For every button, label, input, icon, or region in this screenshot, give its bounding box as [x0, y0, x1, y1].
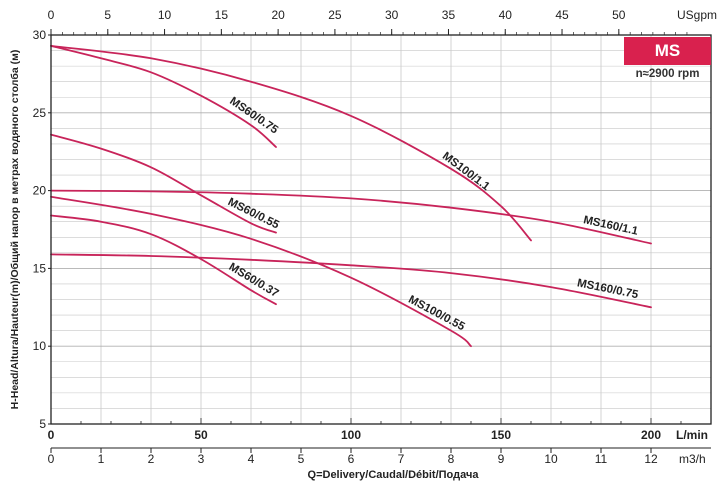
- usgpm-tick-label: 5: [104, 8, 111, 22]
- curve-ms100-1-1: [50, 45, 532, 242]
- m3h-tick-label: 5: [298, 452, 305, 466]
- usgpm-tick-label: 35: [442, 8, 456, 22]
- curve-label: MS100/1.1: [440, 150, 492, 193]
- usgpm-tick-label: 50: [612, 8, 626, 22]
- x-axis-title: Q=Delivery/Caudal/Débit/Подача: [308, 469, 480, 481]
- usgpm-tick-label: 10: [158, 8, 172, 22]
- m3h-tick-label: 8: [448, 452, 455, 466]
- m3h-tick-label: 0: [48, 452, 55, 466]
- curve-labels: MS60/0.75MS100/1.1MS160/1.1MS60/0.55MS10…: [226, 95, 640, 333]
- curve-ms60-0-55: [50, 133, 277, 234]
- m3h-tick-label: 7: [398, 452, 405, 466]
- m3h-tick-label: 1: [98, 452, 105, 466]
- y-tick-label: 25: [33, 106, 47, 120]
- curve-ms160-0-75: [50, 253, 652, 309]
- m3h-tick-label: 4: [248, 452, 255, 466]
- y-tick-label: 30: [33, 28, 47, 42]
- lmin-tick-label: 150: [491, 428, 511, 442]
- series-badge: MS: [624, 37, 711, 65]
- m3h-tick-label: 9: [498, 452, 505, 466]
- usgpm-tick-label: 25: [328, 8, 342, 22]
- curve-ms60-0-37: [50, 214, 277, 306]
- y-tick-label: 20: [33, 184, 47, 198]
- lmin-tick-label: 100: [341, 428, 361, 442]
- m3h-tick-label: 6: [348, 452, 355, 466]
- usgpm-unit-label: USgpm: [677, 8, 717, 22]
- m3h-tick-label: 11: [595, 452, 608, 466]
- performance-curves: [50, 45, 652, 348]
- usgpm-tick-label: 40: [499, 8, 513, 22]
- curve-ms60-0-75: [50, 45, 277, 148]
- y-tick-label: 10: [33, 339, 47, 353]
- lmin-tick-label: 0: [48, 428, 55, 442]
- m3h-tick-label: 10: [544, 452, 558, 466]
- speed-label: n≈2900 rpm: [635, 68, 700, 80]
- m3h-tick-label: 3: [198, 452, 205, 466]
- usgpm-tick-label: 15: [215, 8, 229, 22]
- y-axis-title: H-Head/Altura/Hauteur(m)/Общий напор в м…: [9, 50, 21, 410]
- y-tick-label: 5: [39, 417, 46, 431]
- m3h-tick-label: 12: [644, 452, 658, 466]
- curve-ms160-1-1: [50, 189, 652, 245]
- curve-ms100-0-55: [50, 195, 472, 348]
- usgpm-tick-label: 30: [385, 8, 399, 22]
- lmin-tick-label: 200: [641, 428, 661, 442]
- lmin-unit-label: L/min: [676, 428, 708, 442]
- y-tick-label: 15: [33, 261, 47, 275]
- usgpm-tick-label: 45: [555, 8, 569, 22]
- usgpm-tick-label: 20: [271, 8, 285, 22]
- m3h-unit-label: m3/h: [679, 452, 706, 466]
- usgpm-tick-label: 0: [48, 8, 55, 22]
- m3h-tick-label: 2: [148, 452, 155, 466]
- lmin-tick-label: 50: [194, 428, 208, 442]
